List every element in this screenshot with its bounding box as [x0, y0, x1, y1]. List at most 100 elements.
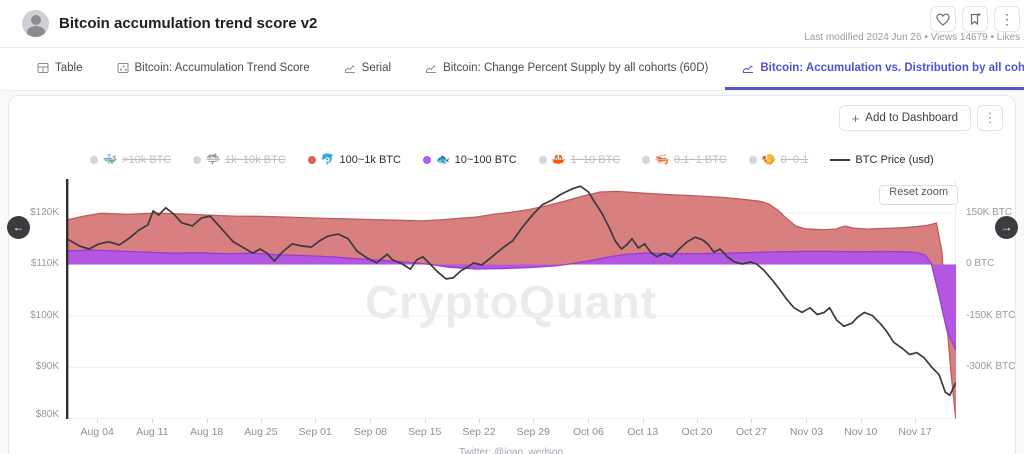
x-tick-mark [260, 419, 262, 423]
x-tick-mark [697, 419, 698, 423]
x-tick-label: Aug 04 [80, 426, 114, 438]
x-tick-mark [152, 419, 154, 423]
legend-item-1k-10k-btc[interactable]: 🦈 1k~10k BTC [193, 154, 286, 166]
x-tick-mark [206, 419, 208, 423]
legend-dot-icon [422, 156, 431, 164]
legend-item-0-0-1[interactable]: 🍤 0~0.1 [748, 153, 809, 166]
kebab-icon: ⋮ [1000, 10, 1014, 27]
tab-table[interactable]: Table [20, 48, 100, 90]
chart-region: CryptoQuant $120K $110K $100K $90K $80K 150K… [9, 179, 1015, 454]
x-tick-mark [370, 419, 372, 423]
0-0-1-emoji-icon: 🍤 [761, 153, 776, 166]
tab-label: Serial [361, 61, 392, 74]
legend-dot-icon [642, 156, 651, 164]
0-1-1-btc-emoji-icon: 🦐 [655, 153, 669, 166]
area-edge-10-100-btc [66, 249, 956, 351]
legend-label: 10~100 BTC [454, 154, 517, 166]
y-axis-right-labels: 150K BTC 0 BTC -150K BTC -300K BTC [966, 179, 1022, 419]
y-left-tick: $90K [35, 361, 59, 373]
legend-dot-icon [538, 156, 547, 164]
chart-caption: Twitter: @joao_wedson [458, 447, 564, 454]
x-tick-mark [860, 419, 862, 423]
legend-item-0-1-1-btc[interactable]: 🦐 0.1~1 BTC [642, 154, 727, 166]
tab-bitcoin-accumulation-trend-score[interactable]: Bitcoin: Accumulation Trend Score [100, 48, 327, 90]
chart-chart-icon [425, 62, 437, 74]
next-chart-arrow-button[interactable]: → [995, 216, 1018, 239]
kebab-icon: ⋮ [983, 110, 997, 125]
legend-item-btc-price-usd[interactable]: BTC Price (usd) [830, 154, 934, 166]
chart-chart-icon [742, 62, 754, 74]
chart-plot-area[interactable] [66, 179, 956, 419]
legend-label: >10k BTC [122, 154, 172, 166]
author-avatar[interactable] [22, 10, 49, 37]
legend-item-1-10-btc[interactable]: 🦀 1~10 BTC [538, 153, 621, 166]
y-axis-line [66, 179, 69, 419]
prev-chart-arrow-button[interactable]: ← [7, 216, 30, 239]
line-swatch-icon [830, 159, 851, 161]
chart-card: + Add to Dashboard ⋮ 🐳 >10k BTC 🦈 1k~10k BT… [8, 95, 1016, 454]
y-left-tick: $100K [30, 309, 59, 321]
x-tick-label: Aug 25 [244, 426, 278, 438]
x-tick-mark [315, 419, 317, 423]
x-tick-label: Nov 03 [789, 426, 824, 438]
legend-item-10k-btc[interactable]: 🐳 >10k BTC [90, 154, 171, 166]
line-series-btc-price-usd [66, 185, 956, 397]
tab-serial[interactable]: Serial [327, 48, 408, 90]
y-right-tick: 0 BTC [966, 258, 995, 270]
legend-dot-icon [90, 156, 99, 164]
legend-label: 1k~10k BTC [224, 154, 286, 166]
add-to-dashboard-button[interactable]: + Add to Dashboard [838, 105, 971, 131]
x-tick-label: Sep 22 [462, 426, 496, 438]
y-left-tick: $120K [30, 206, 59, 218]
1k-10k-btc-emoji-icon: 🦈 [206, 153, 220, 166]
tab-bitcoin-change-percent-supply-by-all-cohor[interactable]: Bitcoin: Change Percent Supply by all co… [408, 48, 725, 90]
legend-label: 0~0.1 [780, 154, 809, 166]
x-tick-label: Sep 29 [516, 426, 550, 438]
area-series-10-100-btc [66, 250, 956, 351]
x-tick-label: Aug 18 [189, 426, 224, 438]
favorite-button[interactable] [930, 6, 956, 32]
legend-item-100-1k-btc[interactable]: 🐬 100~1k BTC [307, 153, 401, 166]
legend-dot-icon [193, 156, 202, 164]
x-tick-mark [642, 419, 644, 423]
x-tick-mark [533, 419, 535, 423]
header-more-button[interactable]: ⋮ [994, 6, 1020, 32]
legend-item-10-100-btc[interactable]: 🐟 10~100 BTC [422, 154, 517, 166]
y-right-tick: -300K BTC [966, 361, 1016, 373]
area-series-100-1k-btc [66, 191, 956, 419]
legend-label: 1~10 BTC [570, 154, 621, 166]
x-tick-label: Oct 20 [681, 426, 713, 438]
bookmark-add-button[interactable] [962, 6, 988, 32]
tab-label: Bitcoin: Accumulation Trend Score [134, 61, 310, 74]
10k-btc-emoji-icon: 🐳 [103, 153, 118, 166]
x-tick-label: Aug 11 [136, 426, 169, 438]
legend-label: 100~1k BTC [339, 154, 401, 166]
x-tick-mark [588, 419, 590, 423]
100-1k-btc-emoji-icon: 🐬 [320, 153, 335, 166]
reset-zoom-button[interactable]: Reset zoom [879, 185, 958, 205]
x-tick-mark [915, 419, 917, 423]
x-tick-label: Oct 27 [735, 426, 767, 438]
x-tick-label: Nov 10 [844, 426, 878, 438]
tab-bitcoin-accumulation-vs-distribution-by-al[interactable]: Bitcoin: Accumulation vs. Distribution b… [725, 48, 1024, 90]
x-tick-mark [424, 419, 426, 423]
heart-icon [936, 13, 950, 26]
y-left-tick: $110K [30, 258, 59, 270]
legend-label: 0.1~1 BTC [673, 154, 727, 166]
x-tick-label: Nov 17 [898, 426, 932, 438]
bookmark-add-icon [969, 12, 982, 26]
arrow-right-icon: → [1000, 220, 1013, 234]
card-more-button[interactable]: ⋮ [977, 105, 1003, 131]
plus-icon: + [851, 110, 860, 126]
chart-legend: 🐳 >10k BTC 🦈 1k~10k BTC 🐬 100~1k BTC 🐟 10~100 B… [9, 150, 1015, 170]
x-tick-mark [806, 419, 808, 423]
page-header: Bitcoin accumulation trend score v2 ⋮ La… [0, 0, 1024, 48]
scatter-chart-icon [117, 62, 129, 74]
x-tick-mark [751, 419, 753, 423]
x-tick-label: Sep 15 [408, 426, 442, 438]
legend-label: BTC Price (usd) [855, 154, 934, 166]
x-tick-label: Oct 06 [572, 426, 604, 438]
y-right-tick: -150K BTC [966, 309, 1016, 321]
watermark: CryptoQuant [364, 276, 658, 328]
1-10-btc-emoji-icon: 🦀 [551, 153, 566, 166]
